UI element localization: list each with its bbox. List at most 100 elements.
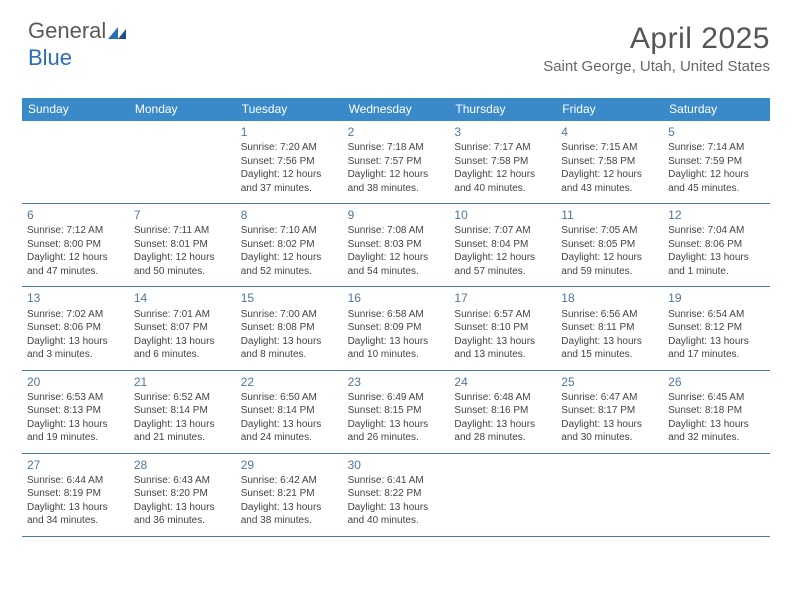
sunrise-line: Sunrise: 7:14 AM <box>668 141 765 155</box>
sunset-line: Sunset: 8:01 PM <box>134 238 231 252</box>
day-15: 15Sunrise: 7:00 AMSunset: 8:08 PMDayligh… <box>236 287 343 369</box>
day-number: 1 <box>241 124 338 140</box>
day-number: 7 <box>134 207 231 223</box>
daylight-line: Daylight: 13 hours and 24 minutes. <box>241 418 338 445</box>
logo-text-1: General <box>28 18 106 43</box>
day-22: 22Sunrise: 6:50 AMSunset: 8:14 PMDayligh… <box>236 371 343 453</box>
daylight-line: Daylight: 13 hours and 8 minutes. <box>241 335 338 362</box>
sunset-line: Sunset: 8:09 PM <box>348 321 445 335</box>
day-number: 6 <box>27 207 124 223</box>
sunrise-line: Sunrise: 6:41 AM <box>348 474 445 488</box>
daylight-line: Daylight: 12 hours and 43 minutes. <box>561 168 658 195</box>
daylight-line: Daylight: 13 hours and 19 minutes. <box>27 418 124 445</box>
sunset-line: Sunset: 8:08 PM <box>241 321 338 335</box>
day-number: 18 <box>561 290 658 306</box>
week-row: 13Sunrise: 7:02 AMSunset: 8:06 PMDayligh… <box>22 287 770 370</box>
day-empty <box>556 454 663 536</box>
sunrise-line: Sunrise: 6:45 AM <box>668 391 765 405</box>
day-30: 30Sunrise: 6:41 AMSunset: 8:22 PMDayligh… <box>343 454 450 536</box>
sunrise-line: Sunrise: 7:08 AM <box>348 224 445 238</box>
daylight-line: Daylight: 12 hours and 40 minutes. <box>454 168 551 195</box>
sunrise-line: Sunrise: 7:17 AM <box>454 141 551 155</box>
daylight-line: Daylight: 13 hours and 30 minutes. <box>561 418 658 445</box>
month-title: April 2025 <box>543 22 770 56</box>
day-28: 28Sunrise: 6:43 AMSunset: 8:20 PMDayligh… <box>129 454 236 536</box>
day-number: 2 <box>348 124 445 140</box>
sunrise-line: Sunrise: 6:44 AM <box>27 474 124 488</box>
day-number: 21 <box>134 374 231 390</box>
day-24: 24Sunrise: 6:48 AMSunset: 8:16 PMDayligh… <box>449 371 556 453</box>
sunrise-line: Sunrise: 6:49 AM <box>348 391 445 405</box>
sunset-line: Sunset: 8:14 PM <box>241 404 338 418</box>
day-empty <box>449 454 556 536</box>
day-27: 27Sunrise: 6:44 AMSunset: 8:19 PMDayligh… <box>22 454 129 536</box>
weekday-tuesday: Tuesday <box>236 98 343 121</box>
day-number: 11 <box>561 207 658 223</box>
day-20: 20Sunrise: 6:53 AMSunset: 8:13 PMDayligh… <box>22 371 129 453</box>
day-18: 18Sunrise: 6:56 AMSunset: 8:11 PMDayligh… <box>556 287 663 369</box>
daylight-line: Daylight: 13 hours and 40 minutes. <box>348 501 445 528</box>
sunset-line: Sunset: 7:59 PM <box>668 155 765 169</box>
daylight-line: Daylight: 13 hours and 26 minutes. <box>348 418 445 445</box>
sunset-line: Sunset: 8:13 PM <box>27 404 124 418</box>
sunset-line: Sunset: 8:16 PM <box>454 404 551 418</box>
day-number: 15 <box>241 290 338 306</box>
day-5: 5Sunrise: 7:14 AMSunset: 7:59 PMDaylight… <box>663 121 770 203</box>
sunrise-line: Sunrise: 7:20 AM <box>241 141 338 155</box>
day-6: 6Sunrise: 7:12 AMSunset: 8:00 PMDaylight… <box>22 204 129 286</box>
day-21: 21Sunrise: 6:52 AMSunset: 8:14 PMDayligh… <box>129 371 236 453</box>
sunset-line: Sunset: 8:15 PM <box>348 404 445 418</box>
day-number: 20 <box>27 374 124 390</box>
day-7: 7Sunrise: 7:11 AMSunset: 8:01 PMDaylight… <box>129 204 236 286</box>
day-10: 10Sunrise: 7:07 AMSunset: 8:04 PMDayligh… <box>449 204 556 286</box>
sunset-line: Sunset: 8:04 PM <box>454 238 551 252</box>
sunset-line: Sunset: 8:22 PM <box>348 487 445 501</box>
sunset-line: Sunset: 8:02 PM <box>241 238 338 252</box>
sunrise-line: Sunrise: 7:07 AM <box>454 224 551 238</box>
sunset-line: Sunset: 8:12 PM <box>668 321 765 335</box>
day-empty <box>22 121 129 203</box>
sunset-line: Sunset: 7:57 PM <box>348 155 445 169</box>
weekday-sunday: Sunday <box>22 98 129 121</box>
sunset-line: Sunset: 8:17 PM <box>561 404 658 418</box>
sunrise-line: Sunrise: 7:02 AM <box>27 308 124 322</box>
sunset-line: Sunset: 8:21 PM <box>241 487 338 501</box>
weekday-saturday: Saturday <box>663 98 770 121</box>
sunrise-line: Sunrise: 6:56 AM <box>561 308 658 322</box>
daylight-line: Daylight: 13 hours and 38 minutes. <box>241 501 338 528</box>
day-19: 19Sunrise: 6:54 AMSunset: 8:12 PMDayligh… <box>663 287 770 369</box>
calendar: SundayMondayTuesdayWednesdayThursdayFrid… <box>22 98 770 537</box>
day-number: 14 <box>134 290 231 306</box>
sunset-line: Sunset: 8:19 PM <box>27 487 124 501</box>
daylight-line: Daylight: 13 hours and 17 minutes. <box>668 335 765 362</box>
day-number: 28 <box>134 457 231 473</box>
calendar-body: 1Sunrise: 7:20 AMSunset: 7:56 PMDaylight… <box>22 121 770 537</box>
weekday-thursday: Thursday <box>449 98 556 121</box>
daylight-line: Daylight: 12 hours and 54 minutes. <box>348 251 445 278</box>
sunset-line: Sunset: 8:18 PM <box>668 404 765 418</box>
daylight-line: Daylight: 13 hours and 28 minutes. <box>454 418 551 445</box>
day-number: 25 <box>561 374 658 390</box>
weekday-wednesday: Wednesday <box>343 98 450 121</box>
day-12: 12Sunrise: 7:04 AMSunset: 8:06 PMDayligh… <box>663 204 770 286</box>
day-3: 3Sunrise: 7:17 AMSunset: 7:58 PMDaylight… <box>449 121 556 203</box>
sunset-line: Sunset: 8:07 PM <box>134 321 231 335</box>
weekday-friday: Friday <box>556 98 663 121</box>
day-number: 13 <box>27 290 124 306</box>
day-number: 17 <box>454 290 551 306</box>
daylight-line: Daylight: 12 hours and 37 minutes. <box>241 168 338 195</box>
sunrise-line: Sunrise: 6:42 AM <box>241 474 338 488</box>
sunset-line: Sunset: 7:56 PM <box>241 155 338 169</box>
logo: General Blue <box>28 18 128 71</box>
sunrise-line: Sunrise: 6:53 AM <box>27 391 124 405</box>
daylight-line: Daylight: 12 hours and 52 minutes. <box>241 251 338 278</box>
day-number: 23 <box>348 374 445 390</box>
week-row: 27Sunrise: 6:44 AMSunset: 8:19 PMDayligh… <box>22 454 770 537</box>
daylight-line: Daylight: 12 hours and 59 minutes. <box>561 251 658 278</box>
day-14: 14Sunrise: 7:01 AMSunset: 8:07 PMDayligh… <box>129 287 236 369</box>
sunrise-line: Sunrise: 7:05 AM <box>561 224 658 238</box>
day-23: 23Sunrise: 6:49 AMSunset: 8:15 PMDayligh… <box>343 371 450 453</box>
sunset-line: Sunset: 7:58 PM <box>561 155 658 169</box>
day-number: 8 <box>241 207 338 223</box>
day-26: 26Sunrise: 6:45 AMSunset: 8:18 PMDayligh… <box>663 371 770 453</box>
